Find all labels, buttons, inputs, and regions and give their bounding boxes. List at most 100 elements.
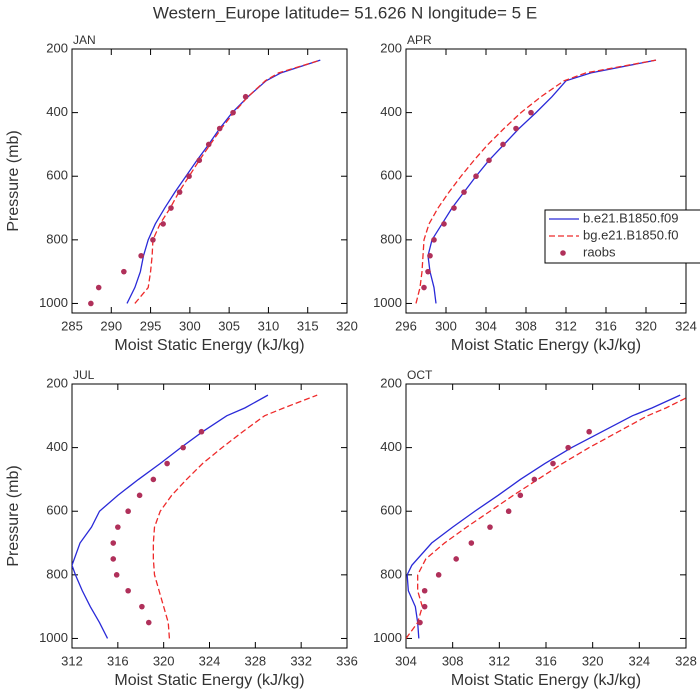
profile-line: [134, 59, 321, 304]
x-axis-label: Moist Static Energy (kJ/kg): [451, 672, 641, 689]
panel: 312 316 320 324 328 332 336 200 400 600 800 1000 JUL…: [5, 368, 358, 689]
raob-point: [88, 300, 94, 307]
raob-point: [110, 540, 117, 546]
raob-point: [528, 109, 534, 116]
raob-point: [417, 619, 423, 626]
x-tick-label: 315: [297, 318, 319, 333]
raob-point: [441, 221, 447, 227]
x-tick-label: 320: [582, 653, 604, 668]
y-tick-label: 800: [380, 566, 402, 581]
raob-point: [95, 284, 102, 291]
plot-area: [72, 394, 318, 639]
y-tick-label: 200: [46, 40, 68, 55]
raob-point: [198, 428, 205, 435]
y-tick-label: 400: [46, 439, 68, 454]
raob-point: [180, 444, 186, 451]
y-tick-label: 200: [46, 375, 68, 390]
panel: 296 300 304 308 312 316 320 324 200 400 600 800 1000…: [373, 33, 700, 354]
x-tick-label: 312: [488, 653, 510, 668]
x-tick-label: 300: [179, 318, 201, 333]
x-tick-label: 312: [61, 653, 83, 668]
x-tick-label: 304: [475, 318, 497, 333]
plot-area: [415, 59, 657, 304]
raob-point: [586, 428, 592, 435]
raob-point: [431, 237, 437, 243]
y-tick-label: 600: [46, 168, 68, 183]
y-tick-label: 400: [380, 439, 402, 454]
raob-point: [473, 173, 479, 180]
raob-point: [176, 189, 183, 195]
y-tick-label: 1000: [373, 630, 402, 645]
x-tick-label: 324: [675, 318, 697, 333]
x-tick-label: 316: [595, 318, 617, 333]
raob-point: [113, 572, 120, 578]
x-tick-label: 328: [675, 653, 697, 668]
raob-point: [150, 237, 156, 243]
raob-point: [186, 173, 192, 180]
y-tick-label: 600: [380, 503, 402, 518]
raob-point: [531, 476, 538, 483]
raob-point: [517, 492, 524, 499]
raob-point: [150, 476, 157, 483]
x-tick-label: 308: [515, 318, 537, 333]
profile-line: [152, 394, 318, 639]
x-tick-label: 332: [290, 653, 312, 668]
y-tick-label: 600: [380, 168, 402, 183]
raob-point: [125, 587, 131, 594]
x-tick-label: 296: [395, 318, 417, 333]
legend-label: b.e21.B1850.f09: [583, 210, 678, 225]
x-tick-label: 316: [535, 653, 557, 668]
raob-point: [427, 252, 433, 259]
profile-line: [406, 397, 686, 639]
raob-point: [453, 556, 459, 562]
plot-area: [406, 394, 686, 639]
x-tick-label: 300: [435, 318, 457, 333]
legend-marker: [560, 250, 566, 256]
raob-point: [486, 157, 492, 164]
profile-line: [72, 394, 269, 639]
raob-point: [451, 205, 457, 211]
x-tick-label: 290: [100, 318, 122, 333]
y-tick-label: 200: [380, 375, 402, 390]
plot-frame: [405, 48, 687, 314]
raob-point: [145, 619, 152, 626]
x-axis-label: Moist Static Energy (kJ/kg): [114, 337, 304, 354]
y-tick-label: 1000: [39, 295, 68, 310]
x-tick-label: 336: [336, 653, 358, 668]
raob-point: [461, 189, 467, 195]
raob-point: [435, 572, 442, 578]
y-tick-label: 800: [380, 231, 402, 246]
raob-point: [500, 141, 506, 148]
raob-point: [550, 460, 556, 467]
raob-point: [487, 524, 493, 530]
raob-point: [160, 221, 166, 227]
x-tick-label: 308: [442, 653, 464, 668]
x-tick-label: 310: [258, 318, 280, 333]
y-tick-label: 400: [380, 104, 402, 119]
panel-label: APR: [407, 33, 432, 47]
panel-label: OCT: [407, 368, 433, 382]
y-tick-label: 200: [380, 40, 402, 55]
raob-point: [168, 205, 174, 211]
raob-point: [421, 603, 428, 610]
raob-point: [421, 587, 428, 594]
raob-point: [138, 252, 144, 259]
raob-point: [513, 125, 519, 132]
x-tick-label: 320: [336, 318, 358, 333]
panel: 304 308 312 316 320 324 328 200 400 600 800 1000 OCT…: [373, 368, 697, 689]
x-tick-label: 305: [218, 318, 240, 333]
raob-point: [115, 524, 121, 530]
raob-point: [121, 268, 127, 275]
profile-line: [406, 394, 681, 639]
y-tick-label: 400: [46, 104, 68, 119]
profile-line: [415, 59, 657, 304]
raob-point: [136, 492, 143, 499]
x-tick-label: 320: [635, 318, 657, 333]
panel-label: JAN: [73, 33, 96, 47]
figure-title: Western_Europe latitude= 51.626 N longit…: [153, 3, 537, 22]
raob-point: [425, 268, 431, 275]
y-tick-label: 1000: [39, 630, 68, 645]
raob-point: [505, 508, 512, 515]
x-tick-label: 285: [61, 318, 83, 333]
